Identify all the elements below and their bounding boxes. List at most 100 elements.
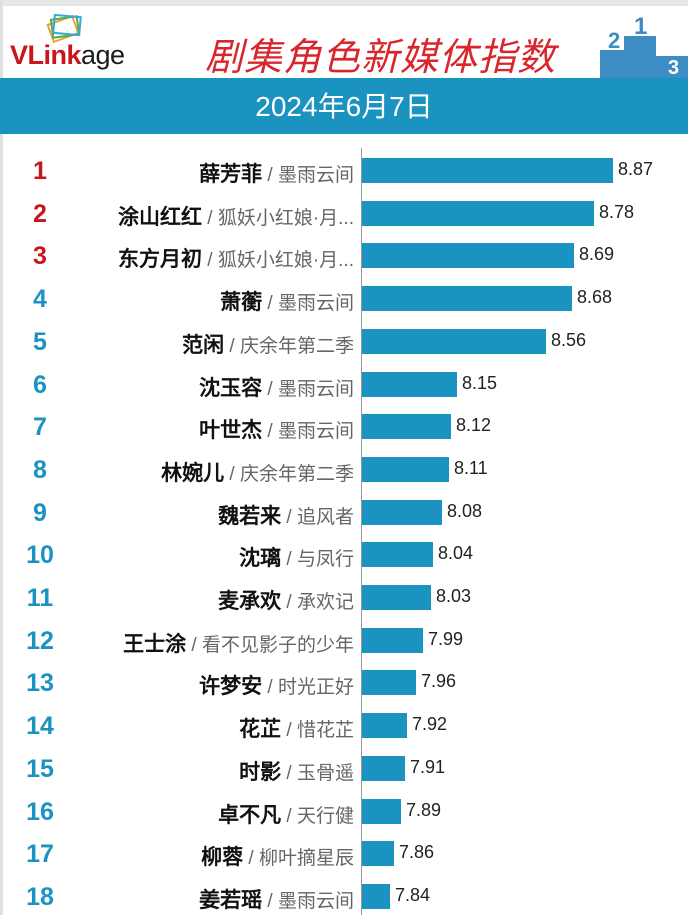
logo-text: VLinkage: [10, 40, 125, 70]
podium-label-2: 2: [608, 28, 620, 53]
show-separator: /: [281, 506, 297, 528]
row-label: 魏若来 / 追风者: [218, 500, 354, 530]
show-title: 承欢记: [296, 592, 354, 613]
bar: [362, 670, 416, 696]
value-label: 7.92: [412, 714, 448, 735]
rank-number: 16: [26, 797, 54, 826]
show-title: 墨雨云间: [277, 293, 354, 315]
show-title: 墨雨云间: [277, 421, 354, 443]
value-label: 8.68: [577, 287, 613, 308]
bar: [362, 158, 613, 183]
value-label: 7.99: [428, 628, 464, 649]
logo-cards-icon: [46, 13, 82, 44]
show-title: 与凤行: [296, 549, 354, 571]
show-title: 墨雨云间: [277, 890, 354, 912]
bar: [362, 328, 546, 354]
character-name: 卓不凡: [218, 803, 282, 827]
show-separator: /: [262, 890, 278, 912]
character-name: 柳蓉: [201, 846, 244, 870]
chart-row: 5 范闲 / 庆余年第二季 8.56: [0, 321, 688, 363]
chart-row: 3 东方月初 / 狐妖小红娘·月... 8.69: [0, 235, 688, 277]
vlinkage-logo: VLinkage: [8, 12, 158, 72]
chart-row: 9 魏若来 / 追风者 8.08: [0, 492, 688, 534]
bar: [362, 542, 433, 568]
character-name: 姜若瑶: [199, 888, 263, 912]
show-title: 柳叶摘星辰: [258, 848, 354, 870]
value-label: 8.69: [579, 244, 615, 265]
character-name: 东方月初: [117, 248, 202, 272]
chart-row: 4 萧蘅 / 墨雨云间 8.68: [0, 278, 688, 320]
bar: [362, 798, 401, 824]
show-title: 狐妖小红娘·月...: [217, 207, 354, 229]
character-name: 范闲: [182, 333, 225, 357]
podium-label-3: 3: [668, 57, 679, 78]
value-label: 7.96: [421, 671, 457, 692]
row-label: 许梦安 / 时光正好: [199, 670, 354, 700]
show-separator: /: [243, 848, 259, 870]
rank-number: 17: [26, 840, 54, 869]
value-label: 8.87: [618, 159, 654, 179]
rank-number: 6: [33, 370, 47, 399]
value-label: 8.11: [454, 457, 488, 478]
show-separator: /: [262, 421, 278, 443]
podium-icon: 2 1 3: [600, 13, 688, 78]
character-name: 萧蘅: [220, 291, 263, 315]
character-name: 王士涂: [123, 632, 187, 656]
row-label: 沈玉容 / 墨雨云间: [199, 372, 354, 402]
value-label: 8.12: [456, 415, 492, 436]
show-separator: /: [262, 677, 278, 699]
show-separator: /: [262, 165, 278, 186]
show-title: 墨雨云间: [277, 165, 354, 186]
date-banner: 2024年6月7日: [0, 78, 688, 134]
character-name: 许梦安: [199, 675, 263, 699]
row-label: 麦承欢 / 承欢记: [218, 585, 354, 615]
row-label: 林婉儿 / 庆余年第二季: [161, 457, 354, 487]
show-title: 庆余年第二季: [239, 463, 354, 485]
show-separator: /: [262, 293, 278, 315]
value-label: 8.04: [438, 543, 474, 564]
left-border: [0, 0, 3, 915]
bar: [362, 371, 457, 397]
rank-number: 4: [33, 285, 47, 314]
row-label: 薛芳菲 / 墨雨云间: [199, 158, 354, 188]
show-separator: /: [281, 720, 297, 742]
show-separator: /: [281, 805, 297, 827]
character-name: 涂山红红: [117, 205, 202, 229]
bar: [362, 456, 449, 482]
chart-row: 2 涂山红红 / 狐妖小红娘·月... 8.78: [0, 193, 688, 235]
show-title: 看不见影子的少年: [201, 634, 354, 656]
value-label: 7.89: [406, 799, 442, 820]
character-name: 沈玉容: [199, 376, 263, 400]
character-name: 沈璃: [239, 547, 282, 571]
rank-number: 3: [33, 242, 47, 271]
show-separator: /: [201, 250, 218, 272]
show-separator: /: [224, 463, 240, 485]
show-separator: /: [281, 762, 297, 784]
rank-number: 5: [33, 327, 47, 356]
row-label: 王士涂 / 看不见影子的少年: [123, 628, 354, 658]
chart-row: 1 薛芳菲 / 墨雨云间 8.87: [0, 150, 688, 192]
show-title: 追风者: [296, 506, 354, 528]
show-separator: /: [281, 549, 297, 571]
value-label: 7.86: [399, 842, 435, 863]
row-label: 叶世杰 / 墨雨云间: [199, 414, 354, 444]
show-title: 狐妖小红娘·月...: [217, 250, 354, 272]
value-label: 8.08: [447, 500, 483, 521]
bar: [362, 200, 594, 226]
bar: [362, 499, 442, 525]
rank-number: 11: [26, 584, 54, 612]
value-label: 7.84: [395, 884, 431, 905]
row-label: 姜若瑶 / 墨雨云间: [199, 884, 354, 914]
bar: [362, 585, 431, 610]
bar: [362, 755, 405, 781]
row-label: 东方月初 / 狐妖小红娘·月...: [118, 243, 354, 273]
bar: [362, 627, 423, 653]
rank-number: 12: [26, 626, 54, 655]
character-name: 麦承欢: [218, 590, 282, 613]
rank-number: 13: [26, 669, 54, 698]
rank-number: 14: [26, 712, 54, 741]
show-title: 庆余年第二季: [239, 335, 354, 357]
rank-number: 1: [33, 157, 47, 185]
show-title: 天行健: [296, 805, 354, 827]
value-label: 8.78: [599, 201, 635, 222]
